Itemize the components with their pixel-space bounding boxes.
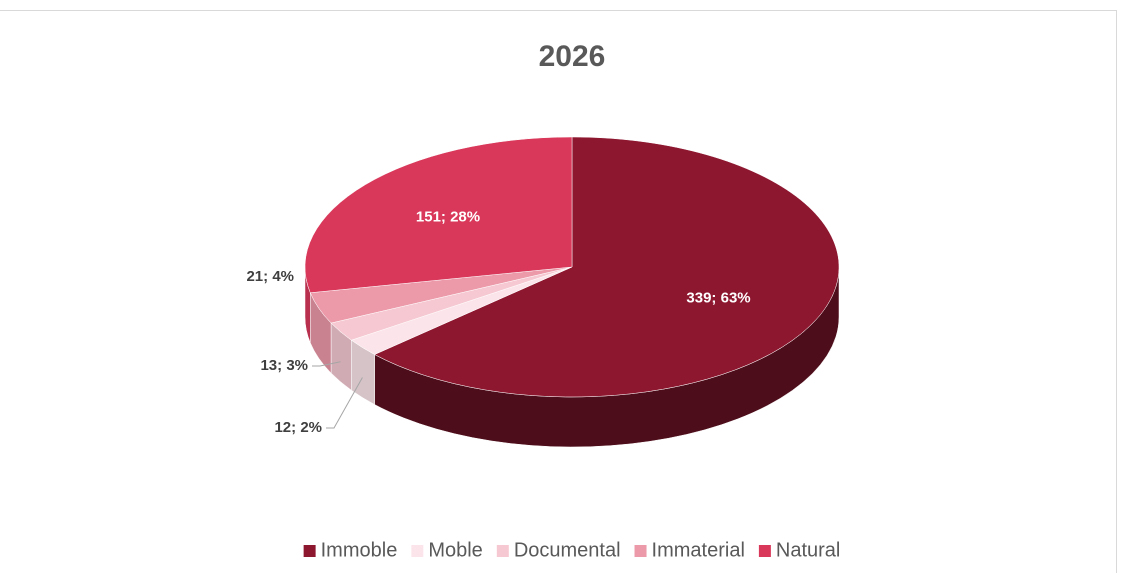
leader-line [312, 361, 341, 367]
legend-label: Moble [428, 539, 482, 561]
chart-title: 2026 [539, 40, 606, 73]
pie-slice [304, 136, 573, 294]
legend: Immoble Moble Documental Immaterial Natural [303, 539, 840, 561]
legend-label: Natural [776, 539, 840, 561]
legend-swatch [496, 545, 509, 557]
legend-swatch [634, 545, 647, 557]
pie-top [304, 136, 840, 398]
data-label: 21; 4% [246, 268, 294, 285]
pie-slice [373, 136, 840, 398]
data-label: 12; 2% [274, 419, 322, 436]
data-label: 151; 28% [416, 209, 480, 226]
legend-swatch [758, 545, 771, 557]
data-label: 339; 63% [686, 289, 750, 306]
legend-label: Immoble [321, 539, 398, 561]
legend-label: Documental [514, 539, 621, 561]
chart-border [0, 10, 1117, 573]
legend-label: Immaterial [652, 539, 745, 561]
legend-swatch [303, 545, 316, 557]
leader-line [326, 377, 363, 429]
pie-sides [304, 266, 840, 448]
legend-swatch [411, 545, 424, 557]
data-label: 13; 3% [260, 357, 308, 374]
